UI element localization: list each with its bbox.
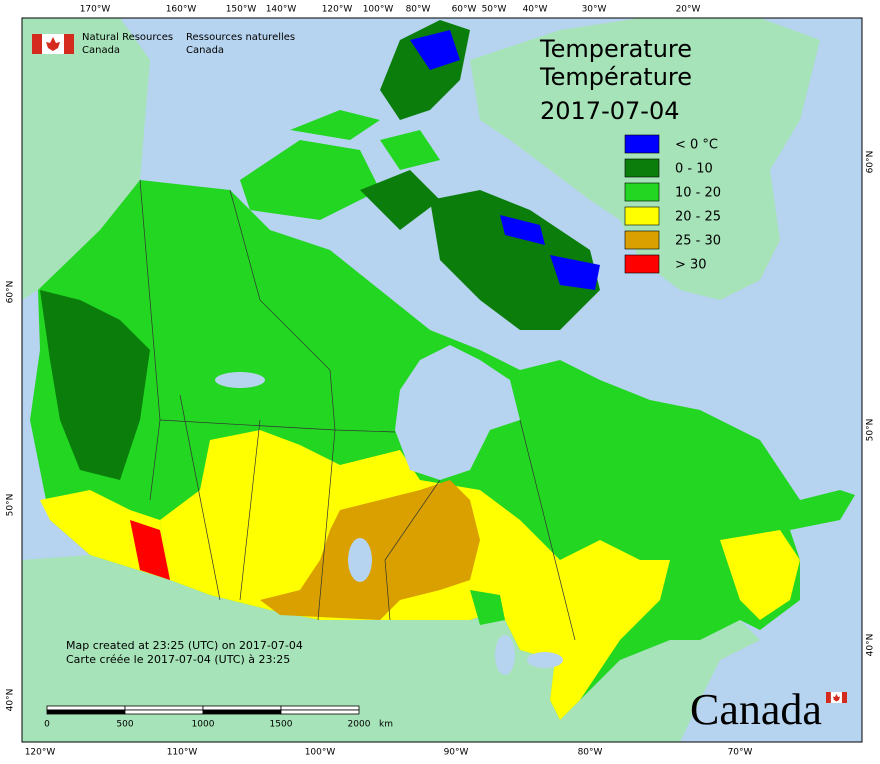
boundary bbox=[384, 479, 441, 621]
scale-segment bbox=[124, 705, 204, 711]
longitude-label: 120°W bbox=[25, 748, 56, 758]
legend-label: < 0 °C bbox=[675, 138, 718, 153]
boundary bbox=[159, 419, 396, 433]
scale-segment bbox=[280, 709, 360, 715]
agency-fr: Canada bbox=[186, 45, 224, 56]
legend-swatch bbox=[624, 158, 660, 178]
scale-segment bbox=[46, 705, 126, 711]
agency-en: Canada bbox=[82, 45, 120, 56]
longitude-label: 70°W bbox=[728, 748, 753, 758]
scale-segment bbox=[202, 709, 282, 715]
longitude-label: 100°W bbox=[363, 5, 394, 15]
longitude-label: 140°W bbox=[266, 5, 297, 15]
longitude-label: 100°W bbox=[305, 748, 336, 758]
wordmark: Canada bbox=[690, 685, 822, 734]
map-frame bbox=[21, 17, 863, 743]
latitude-label: 40°N bbox=[866, 634, 876, 657]
longitude-label: 30°W bbox=[582, 5, 607, 15]
latitude-label: 50°N bbox=[866, 419, 876, 442]
legend-label: 25 - 30 bbox=[675, 234, 721, 249]
latitude-label: 40°N bbox=[6, 689, 16, 712]
scale-segment bbox=[46, 709, 126, 715]
map-title: Temperature bbox=[539, 35, 692, 63]
map-title: Température bbox=[539, 63, 692, 91]
bc-hot bbox=[130, 520, 170, 580]
scale-segment bbox=[280, 705, 360, 711]
latitude-label: 60°N bbox=[6, 281, 16, 304]
longitude-label: 60°W bbox=[452, 5, 477, 15]
latitude-label: 50°N bbox=[6, 494, 16, 517]
lake bbox=[527, 652, 563, 668]
scale-label: 1500 bbox=[270, 720, 293, 730]
legend-label: 0 - 10 bbox=[675, 162, 713, 177]
legend-swatch bbox=[624, 230, 660, 250]
legend-swatch bbox=[624, 206, 660, 226]
lake bbox=[215, 372, 265, 388]
agency-fr: Ressources naturelles bbox=[186, 32, 295, 43]
scale-unit: km bbox=[379, 720, 393, 730]
wordmark-flag bbox=[826, 691, 847, 704]
longitude-label: 50°W bbox=[482, 5, 507, 15]
legend-swatch bbox=[624, 182, 660, 202]
legend-label: > 30 bbox=[675, 258, 707, 273]
longitude-label: 170°W bbox=[80, 5, 111, 15]
victoria-island bbox=[240, 140, 380, 220]
scale-label: 2000 bbox=[348, 720, 371, 730]
longitude-label: 110°W bbox=[167, 748, 198, 758]
maritimes-warm bbox=[720, 530, 800, 620]
scale-label: 500 bbox=[116, 720, 133, 730]
latitude-label: 60°N bbox=[866, 151, 876, 174]
island bbox=[290, 110, 380, 140]
ice bbox=[500, 215, 545, 245]
scale-segment bbox=[124, 709, 204, 715]
longitude-label: 90°W bbox=[444, 748, 469, 758]
northwest-cool bbox=[40, 290, 150, 480]
boundary bbox=[239, 419, 261, 601]
legend-label: 20 - 25 bbox=[675, 210, 721, 225]
longitude-label: 80°W bbox=[578, 748, 603, 758]
longitude-label: 120°W bbox=[322, 5, 353, 15]
credit: Map created at 23:25 (UTC) on 2017-07-04 bbox=[66, 639, 303, 652]
longitude-label: 160°W bbox=[166, 5, 197, 15]
map-layers bbox=[22, 18, 855, 742]
scale-label: 1000 bbox=[192, 720, 215, 730]
island bbox=[360, 170, 440, 230]
boundary bbox=[317, 429, 336, 621]
scale-label: 0 bbox=[44, 720, 50, 730]
ice bbox=[550, 255, 600, 290]
alaska bbox=[22, 18, 150, 300]
scale-segment bbox=[202, 705, 282, 711]
longitude-label: 40°W bbox=[523, 5, 548, 15]
nrcan-flag bbox=[32, 34, 74, 54]
island bbox=[380, 130, 440, 170]
boundary bbox=[179, 394, 221, 601]
ontario-cool bbox=[470, 590, 505, 625]
agency-en: Natural Resources bbox=[82, 32, 173, 43]
usa bbox=[22, 555, 760, 742]
lake bbox=[348, 538, 372, 582]
longitude-label: 150°W bbox=[226, 5, 257, 15]
boundary bbox=[229, 189, 336, 431]
longitude-label: 20°W bbox=[676, 5, 701, 15]
credit: Carte créée le 2017-07-04 (UTC) à 23:25 bbox=[66, 653, 290, 666]
legend-label: 10 - 20 bbox=[675, 186, 721, 201]
baffin bbox=[430, 190, 600, 330]
ice bbox=[410, 30, 460, 70]
hudson-bay bbox=[395, 345, 520, 480]
legend-swatch bbox=[624, 254, 660, 274]
lake bbox=[495, 635, 515, 675]
boundary bbox=[519, 419, 576, 641]
map-title: 2017-07-04 bbox=[540, 97, 679, 125]
longitude-label: 80°W bbox=[406, 5, 431, 15]
legend-swatch bbox=[624, 134, 660, 154]
